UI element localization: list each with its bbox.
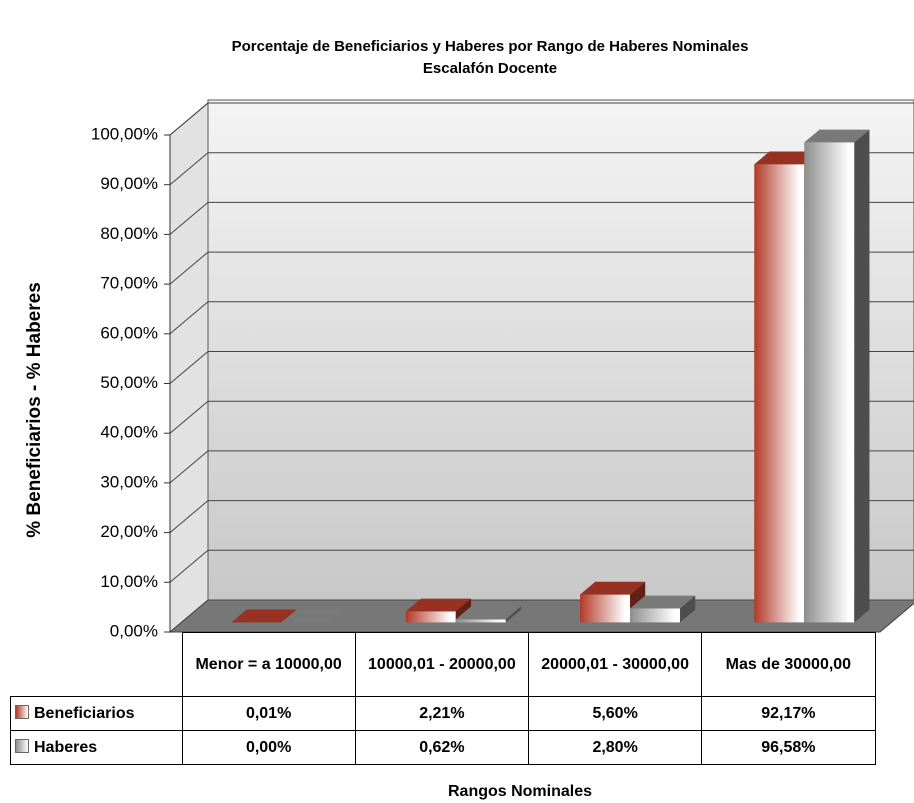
bar-top — [405, 598, 471, 612]
bar-side — [680, 595, 696, 623]
bar — [630, 595, 696, 623]
grid-line — [169, 400, 914, 434]
y-tick-label: 0,00% — [110, 621, 158, 640]
value-label: 0,01% — [181, 696, 356, 731]
grid-line — [169, 251, 914, 285]
value-label: 92,17% — [701, 696, 876, 731]
grid-line — [169, 201, 914, 235]
bar-top — [455, 606, 521, 620]
bar-top — [580, 581, 646, 595]
y-tick-label: 50,00% — [100, 373, 158, 392]
category-label: 10000,01 - 20000,00 — [354, 632, 530, 697]
y-tick-label: 90,00% — [100, 174, 158, 193]
bar-front — [455, 619, 506, 623]
y-tick-label: 20,00% — [100, 522, 158, 541]
table-row: Haberes 0,00% 0,62% 2,80% 96,58% — [10, 730, 876, 765]
legend-swatch — [15, 738, 29, 753]
grid-line — [169, 450, 914, 484]
grid-line — [169, 301, 914, 335]
bar-side — [281, 609, 297, 623]
value-label: 0,00% — [181, 730, 356, 765]
bar-front — [630, 608, 681, 623]
value-label: 2,21% — [354, 696, 530, 731]
table-row: Beneficiarios 0,01% 2,21% 5,60% 92,17% — [10, 696, 876, 731]
bar-side — [854, 129, 870, 623]
bar-top — [281, 609, 347, 623]
bar — [804, 129, 870, 623]
category-label: 20000,01 - 30000,00 — [527, 632, 703, 697]
bar-front — [580, 594, 631, 623]
bar-side — [505, 606, 521, 623]
y-tick-label: 40,00% — [100, 423, 158, 442]
y-tick-label: 70,00% — [100, 274, 158, 293]
category-label: Mas de 30000,00 — [701, 632, 876, 697]
y-tick-label: 30,00% — [100, 472, 158, 491]
y-tick-label: 60,00% — [100, 323, 158, 342]
value-label: 5,60% — [527, 696, 703, 731]
y-axis-label: % Beneficiarios - % Haberes — [24, 282, 45, 538]
grid-line — [169, 351, 914, 384]
value-label: 0,62% — [354, 730, 530, 765]
value-label: 96,58% — [701, 730, 876, 765]
bar-top — [231, 609, 297, 623]
grid-line — [169, 102, 914, 136]
y-tick-label: 10,00% — [100, 572, 158, 591]
corner — [11, 633, 183, 697]
bar — [281, 609, 347, 623]
bar — [231, 609, 297, 623]
legend-label: Beneficiarios — [34, 704, 135, 722]
x-axis-label: Rangos Nominales — [448, 783, 592, 800]
legend-entry: Beneficiarios — [10, 696, 183, 731]
grid-line — [169, 549, 914, 583]
y-tick-label: 80,00% — [100, 224, 158, 243]
bar-front — [804, 142, 855, 623]
chart-subtitle: Escalafón Docente — [423, 60, 557, 77]
legend-label: Haberes — [34, 738, 98, 756]
bar-top — [630, 595, 696, 609]
legend-entry: Haberes — [10, 730, 183, 765]
bar — [455, 606, 521, 623]
y-tick-label: 100,00% — [91, 124, 158, 143]
bar-front — [405, 611, 456, 623]
bar-top — [804, 129, 870, 143]
data-table: Menor = a 10000,00 10000,01 - 20000,00 200… — [10, 632, 876, 765]
bar-front — [754, 164, 805, 623]
legend-swatch — [15, 704, 29, 719]
category-label: Menor = a 10000,00 — [181, 632, 356, 697]
grid-line — [169, 500, 914, 533]
chart-title: Porcentaje de Beneficiarios y Haberes po… — [232, 38, 749, 55]
value-label: 2,80% — [527, 730, 703, 765]
bar-top — [754, 151, 820, 165]
grid-line — [169, 152, 914, 186]
